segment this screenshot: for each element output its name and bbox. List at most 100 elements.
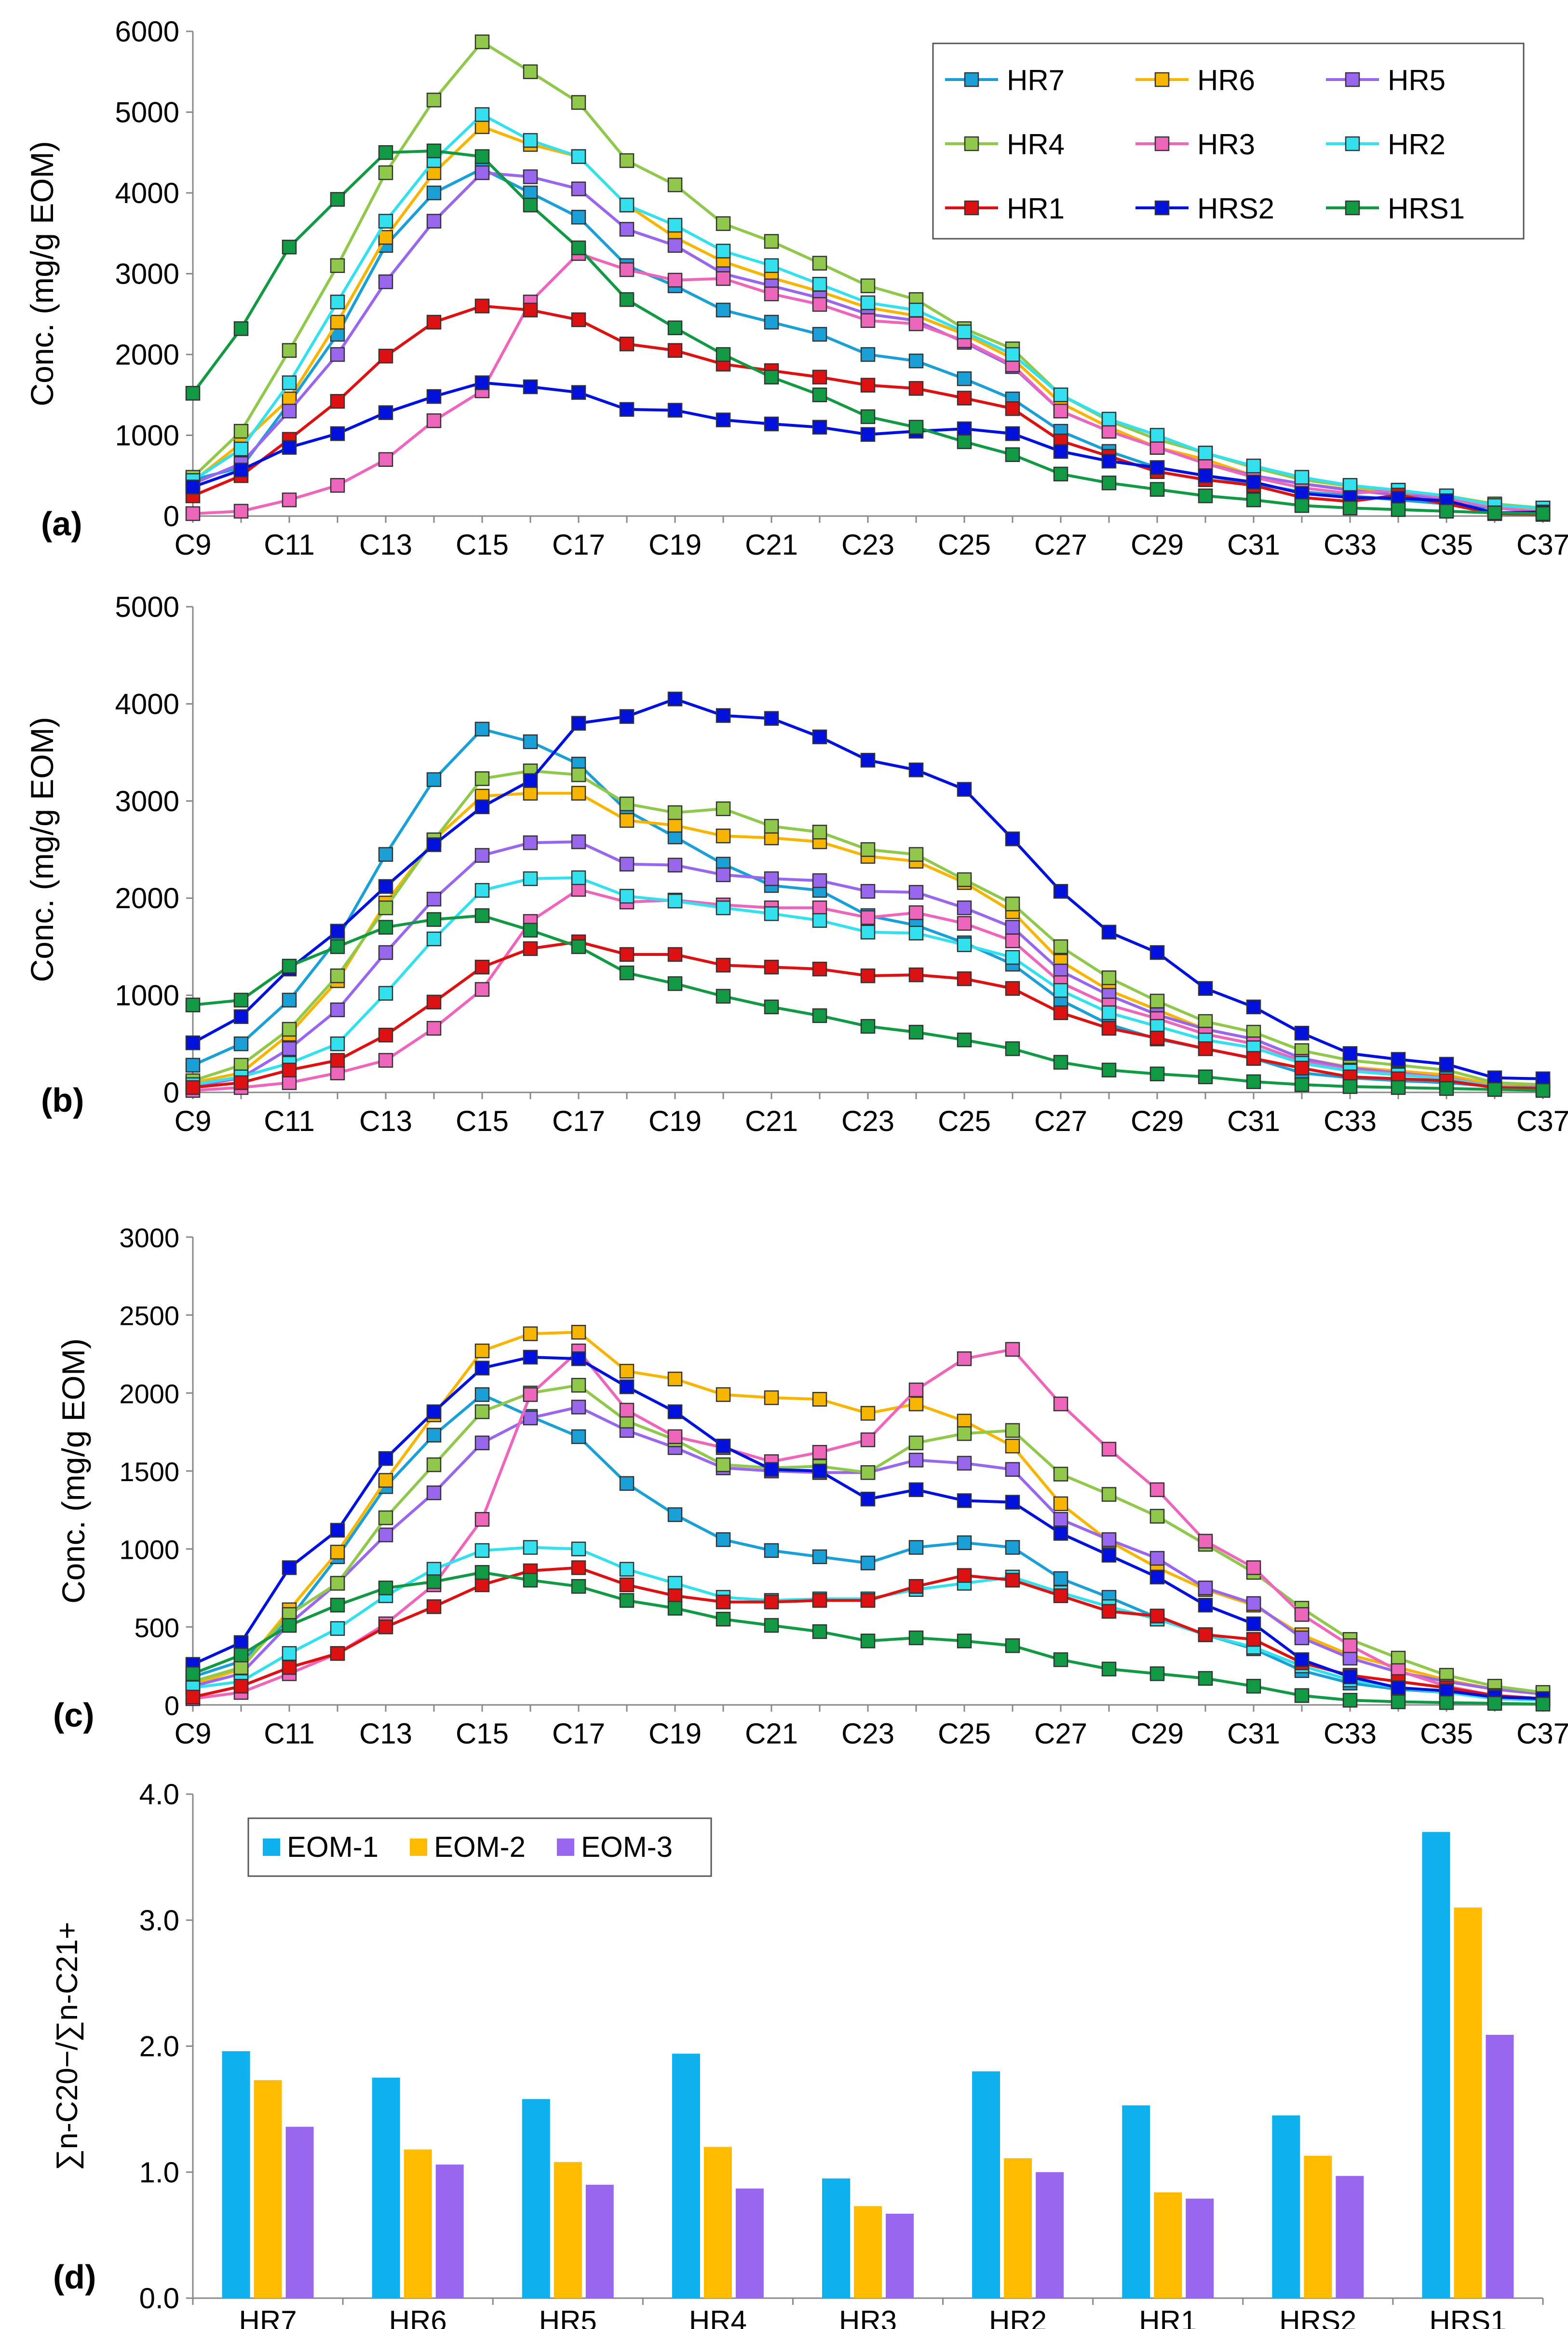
data-point xyxy=(619,197,635,213)
data-point xyxy=(282,1021,297,1037)
data-point xyxy=(571,1400,586,1415)
data-point xyxy=(523,871,538,886)
x-tick-label: C33 xyxy=(1324,1105,1377,1137)
x-tick-label: HR6 xyxy=(389,2305,447,2329)
legend-label: HR4 xyxy=(1007,128,1065,161)
legend-marker xyxy=(1154,200,1170,216)
data-point xyxy=(957,324,972,340)
data-point xyxy=(1005,426,1020,441)
x-tick-label: C11 xyxy=(264,529,315,561)
data-point xyxy=(523,64,538,79)
data-point xyxy=(185,1689,201,1705)
data-point xyxy=(619,947,635,962)
data-point xyxy=(474,1361,490,1376)
data-point xyxy=(378,274,393,289)
x-tick-label: C29 xyxy=(1131,529,1184,561)
data-point xyxy=(378,1620,393,1634)
data-point xyxy=(1294,1630,1310,1646)
data-point xyxy=(378,1473,393,1488)
data-point xyxy=(1198,1627,1213,1642)
data-point xyxy=(716,1439,731,1454)
data-point xyxy=(860,925,876,940)
data-point xyxy=(1101,1442,1117,1457)
data-point xyxy=(571,1429,586,1444)
data-point xyxy=(523,734,538,749)
data-point xyxy=(1101,1662,1117,1676)
x-tick-label: C35 xyxy=(1420,529,1473,561)
bar xyxy=(822,2178,850,2298)
series-hr1 xyxy=(185,1560,1551,1706)
data-point xyxy=(957,1414,972,1429)
legend-marker xyxy=(1154,136,1170,151)
data-point xyxy=(716,1611,731,1627)
data-point xyxy=(426,413,442,428)
data-point xyxy=(1005,897,1020,912)
data-point xyxy=(764,1390,779,1405)
data-point xyxy=(1246,492,1261,507)
data-point xyxy=(1101,970,1117,985)
data-point xyxy=(233,441,249,457)
data-point xyxy=(1149,1509,1165,1524)
data-point xyxy=(1005,981,1020,996)
data-point xyxy=(667,272,683,288)
bar xyxy=(972,2071,1000,2298)
data-point xyxy=(908,967,924,982)
data-point xyxy=(764,711,779,726)
data-point xyxy=(282,492,297,507)
data-point xyxy=(860,278,876,293)
data-point xyxy=(474,119,490,134)
data-point xyxy=(523,169,538,184)
data-point xyxy=(716,412,731,427)
panel-letter: (c) xyxy=(53,1696,95,1734)
data-point xyxy=(330,1621,345,1636)
data-point xyxy=(716,302,731,318)
data-point xyxy=(426,389,442,404)
data-point xyxy=(1053,1396,1068,1412)
panel-a: 0 1000 2000 3000 4000 5000 6000 C9 C11 C13 C15 C17 C… xyxy=(24,15,1568,561)
data-point xyxy=(667,893,683,909)
bar xyxy=(854,2206,882,2298)
data-point xyxy=(1246,1074,1261,1090)
y-tick-label: 4000 xyxy=(115,688,179,720)
data-point xyxy=(378,879,393,894)
data-point xyxy=(957,971,972,986)
data-point xyxy=(282,375,297,390)
x-tick-label: C25 xyxy=(938,529,991,561)
data-point xyxy=(812,824,827,840)
data-point xyxy=(667,1588,683,1603)
data-point xyxy=(571,385,586,400)
data-point xyxy=(812,327,827,342)
data-point xyxy=(667,858,683,872)
data-point xyxy=(571,240,586,256)
data-point xyxy=(716,829,731,844)
data-point xyxy=(1005,920,1020,935)
data-point xyxy=(571,312,586,327)
data-point xyxy=(426,837,442,852)
data-point xyxy=(1005,1495,1020,1510)
data-point xyxy=(523,1540,538,1555)
x-tick-label: C27 xyxy=(1034,1105,1087,1137)
data-point xyxy=(233,423,249,439)
data-point xyxy=(860,1634,876,1648)
data-point xyxy=(185,506,201,521)
data-point xyxy=(1198,1671,1213,1686)
legend-marker xyxy=(1345,72,1360,87)
x-tick-label: C17 xyxy=(552,1105,605,1137)
data-point xyxy=(474,982,490,997)
data-point xyxy=(523,1410,538,1426)
x-tick-label: C37 xyxy=(1516,1717,1568,1750)
data-point xyxy=(523,197,538,213)
legend-item-eom-1: EOM-1 xyxy=(263,1831,378,1863)
data-point xyxy=(1005,1462,1020,1477)
data-point xyxy=(1294,1688,1310,1703)
data-point xyxy=(523,1326,538,1341)
data-point xyxy=(860,347,876,362)
x-tick-label: HR5 xyxy=(539,2305,597,2329)
data-point xyxy=(764,369,779,385)
data-point xyxy=(667,403,683,418)
data-point xyxy=(1391,502,1406,517)
data-point xyxy=(1294,1025,1310,1041)
data-point xyxy=(233,1036,249,1051)
data-point xyxy=(571,939,586,954)
data-point xyxy=(1005,447,1020,462)
